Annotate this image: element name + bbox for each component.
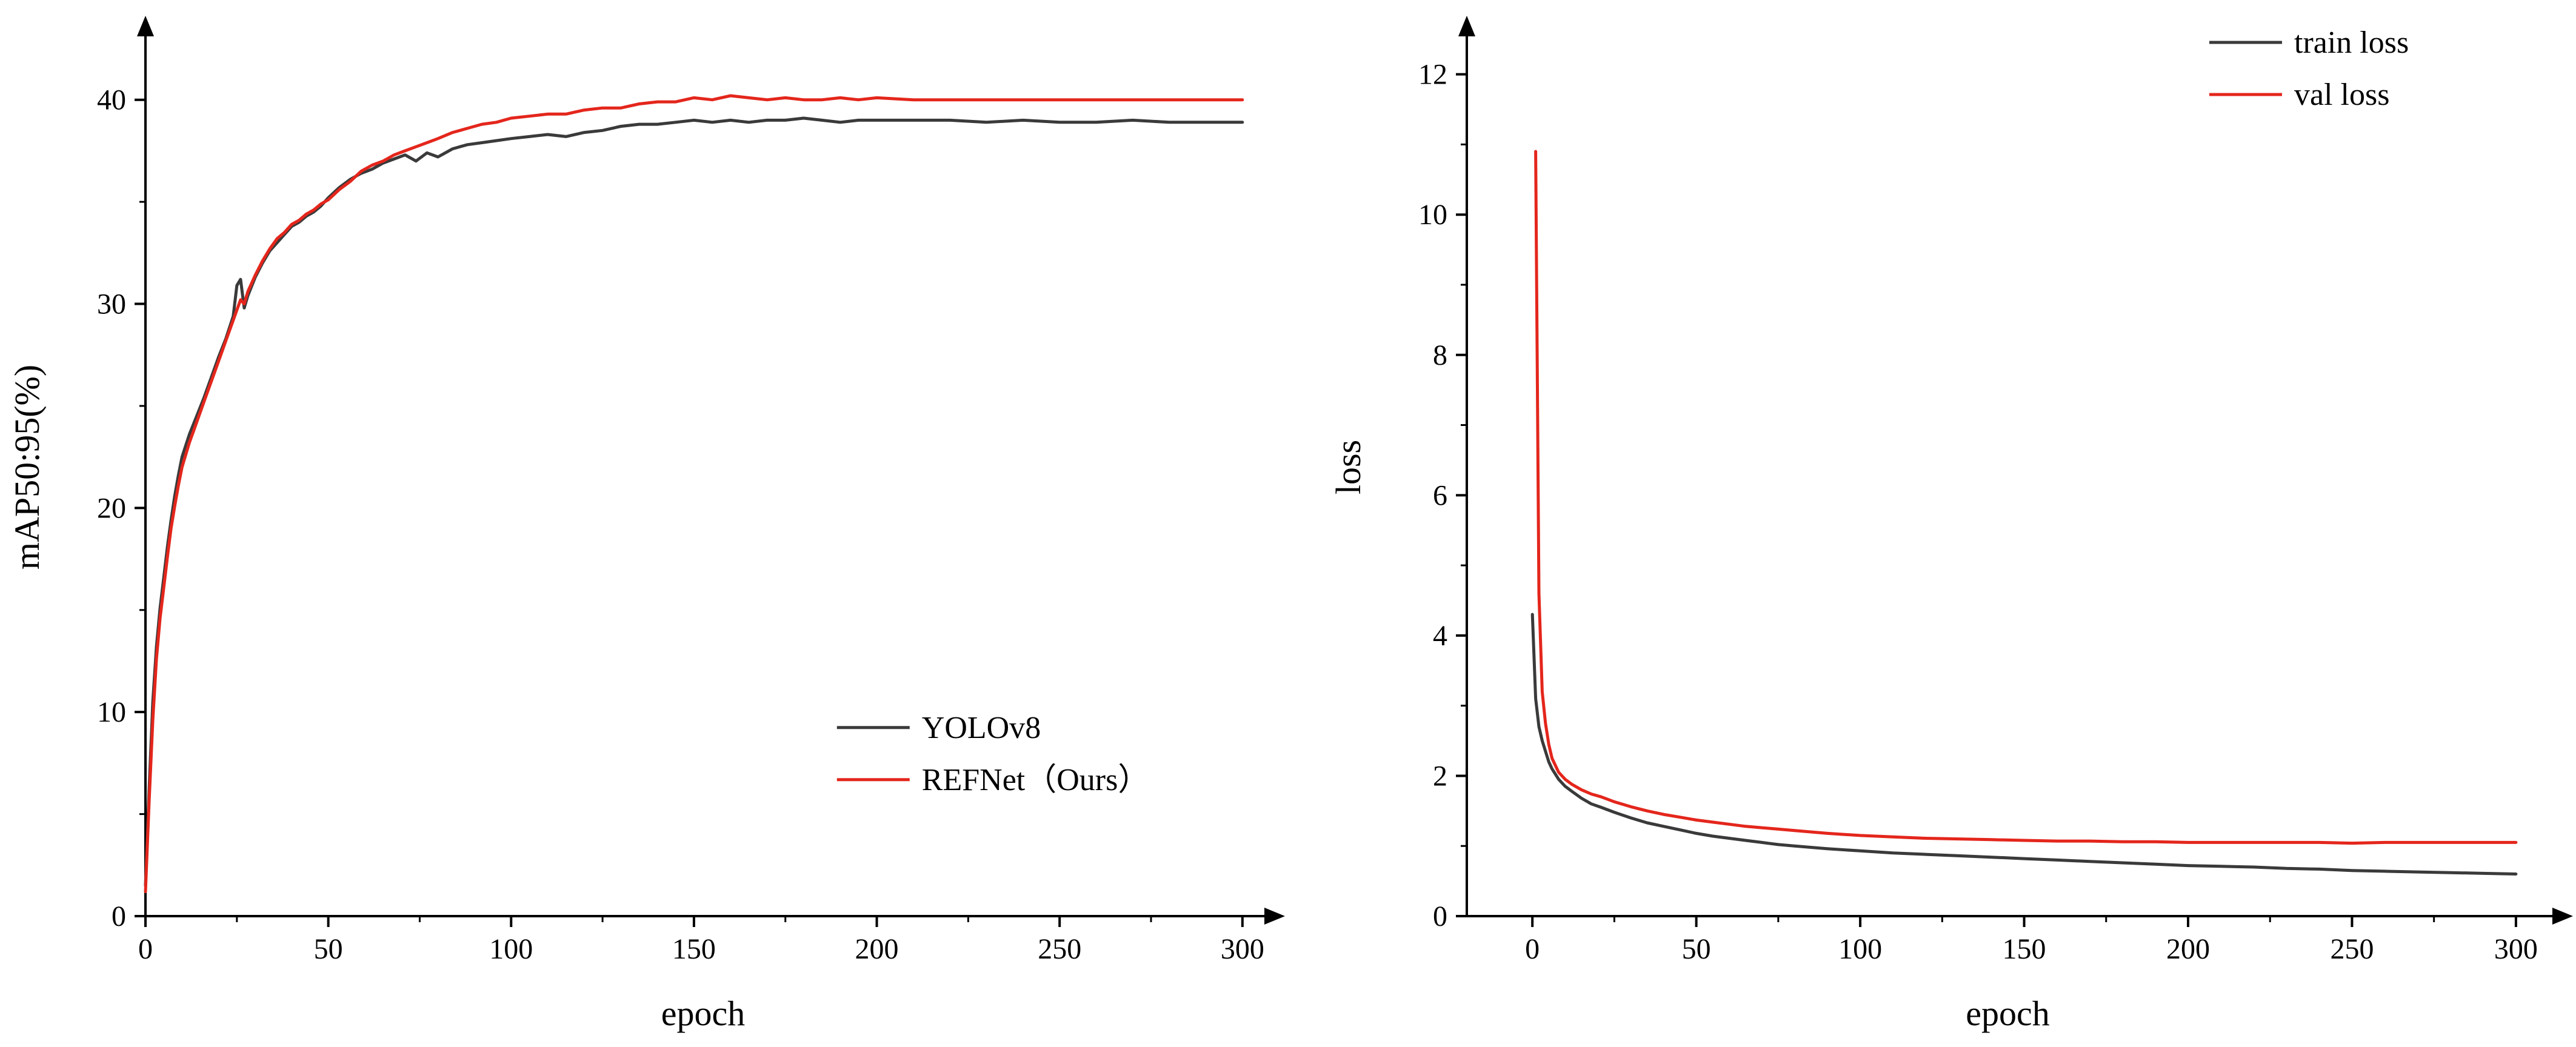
axes: 0 50 100 150 200 250 300 0 2 4 6 8 10 12 epoch loss xyxy=(1329,16,2573,1033)
x-axis-label: epoch xyxy=(661,994,746,1033)
map-chart: 0 50 100 150 200 250 300 0 10 20 30 40 epoch mAP50:95… xyxy=(7,16,1285,1033)
y-tick-label: 0 xyxy=(1433,900,1447,932)
axes: 0 50 100 150 200 250 300 0 10 20 30 40 epoch mAP50:95… xyxy=(7,16,1285,1033)
map-chart-panel: 0 50 100 150 200 250 300 0 10 20 30 40 epoch mAP50:95… xyxy=(7,16,1285,1033)
x-tick-label: 300 xyxy=(1221,933,1264,965)
legend-label: val loss xyxy=(2294,78,2389,112)
x-tick-label: 250 xyxy=(1038,933,1081,965)
x-axis-arrow-icon xyxy=(1264,908,1285,925)
y-tick-label: 10 xyxy=(97,696,126,728)
x-tick-label: 50 xyxy=(1682,933,1711,965)
y-axis-arrow-icon xyxy=(1458,16,1475,36)
y-tick-label: 12 xyxy=(1418,59,1447,91)
series-line-1 xyxy=(144,94,1244,894)
y-tick-label: 6 xyxy=(1433,479,1447,511)
y-axis-label: loss xyxy=(1329,440,1368,494)
legend-label: YOLOv8 xyxy=(922,711,1041,745)
y-tick-label: 0 xyxy=(112,900,126,932)
y-tick-label: 8 xyxy=(1433,339,1447,371)
x-tick-label: 50 xyxy=(314,933,343,965)
x-axis-arrow-icon xyxy=(2552,908,2573,925)
y-tick-label: 30 xyxy=(97,288,126,321)
legend-label: REFNet（Ours） xyxy=(922,763,1150,797)
x-tick-label: 0 xyxy=(138,933,153,965)
x-tick-label: 300 xyxy=(2494,933,2538,965)
y-axis-arrow-icon xyxy=(137,16,154,36)
y-tick-label: 2 xyxy=(1433,760,1447,792)
x-tick-label: 150 xyxy=(2003,933,2046,965)
x-tick-label: 200 xyxy=(855,933,899,965)
x-axis-label: epoch xyxy=(1966,994,2050,1033)
y-tick-label: 40 xyxy=(97,84,126,116)
x-tick-label: 0 xyxy=(1525,933,1540,965)
series-line-0 xyxy=(1530,613,2518,876)
x-tick-label: 100 xyxy=(489,933,533,965)
loss-chart-panel: 0 50 100 150 200 250 300 0 2 4 6 8 10 12 epoch loss trai… xyxy=(1288,0,2576,1047)
y-tick-label: 20 xyxy=(97,492,126,524)
x-tick-label: 200 xyxy=(2166,933,2210,965)
x-tick-label: 250 xyxy=(2330,933,2374,965)
y-axis-label: mAP50:95(%) xyxy=(7,365,47,570)
legend-label: train loss xyxy=(2294,25,2409,60)
series-line-1 xyxy=(1534,150,2518,845)
y-tick-label: 10 xyxy=(1418,199,1447,231)
legend: YOLOv8 REFNet（Ours） xyxy=(836,711,1150,797)
x-tick-label: 150 xyxy=(672,933,716,965)
loss-chart: 0 50 100 150 200 250 300 0 2 4 6 8 10 12 epoch loss trai… xyxy=(1329,16,2573,1033)
legend: train loss val loss xyxy=(2209,25,2409,112)
y-tick-label: 4 xyxy=(1433,620,1447,652)
x-tick-label: 100 xyxy=(1838,933,1882,965)
